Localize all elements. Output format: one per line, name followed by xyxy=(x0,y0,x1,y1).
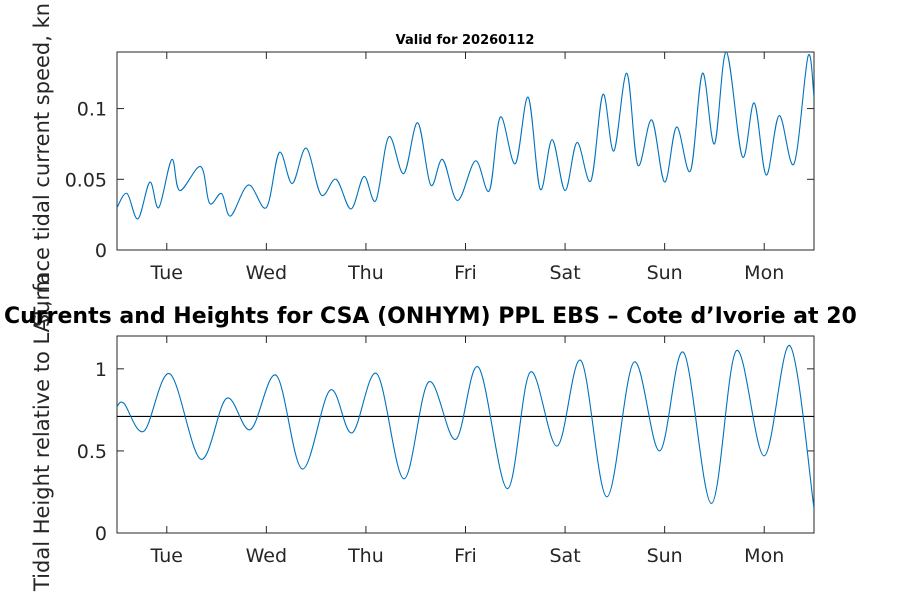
top-y-tick-label: 0 xyxy=(95,240,107,262)
top-plot-area xyxy=(116,51,815,251)
bottom-x-tick-label: Sat xyxy=(549,545,580,567)
bottom-x-tick-label: Sun xyxy=(647,545,683,567)
main-chart-title: Currents and Heights for CSA (ONHYM) PPL… xyxy=(4,304,857,329)
top-y-axis-label: Surface tidal current speed, kn xyxy=(30,3,54,327)
bottom-y-tick-label: 1 xyxy=(95,359,107,381)
bottom-plot-area xyxy=(116,335,815,534)
bottom-series-line xyxy=(117,345,814,509)
top-x-tick-label: Thu xyxy=(347,262,384,284)
top-x-tick-label: Tue xyxy=(150,262,183,284)
top-chart: Tue Wed Thu Fri Sat Sun Mon 0 0.05 0.1 xyxy=(65,51,815,284)
bottom-y-axis-label: Tidal Height relative to LAT, m xyxy=(30,273,54,592)
bottom-x-tick-label: Wed xyxy=(246,545,287,567)
top-x-tick-label: Mon xyxy=(744,262,784,284)
bottom-y-tick-label: 0.5 xyxy=(77,441,107,463)
bottom-x-tick-label: Fri xyxy=(454,545,477,567)
bottom-x-tick-label: Tue xyxy=(150,545,183,567)
top-series-line xyxy=(117,52,814,220)
top-y-tick-label: 0.05 xyxy=(65,169,107,191)
bottom-x-tick-label: Thu xyxy=(347,545,384,567)
top-x-tick-label: Wed xyxy=(246,262,287,284)
bottom-y-tick-label: 0 xyxy=(95,523,107,545)
top-x-tick-label: Fri xyxy=(454,262,477,284)
top-chart-title: Valid for 20260112 xyxy=(396,33,535,48)
top-x-tick-label: Sun xyxy=(647,262,683,284)
bottom-x-tick-label: Mon xyxy=(744,545,784,567)
top-y-tick-label: 0.1 xyxy=(77,99,107,121)
bottom-chart: Tue Wed Thu Fri Sat Sun Mon 0 0.5 1 xyxy=(77,335,815,567)
top-x-tick-label: Sat xyxy=(549,262,580,284)
